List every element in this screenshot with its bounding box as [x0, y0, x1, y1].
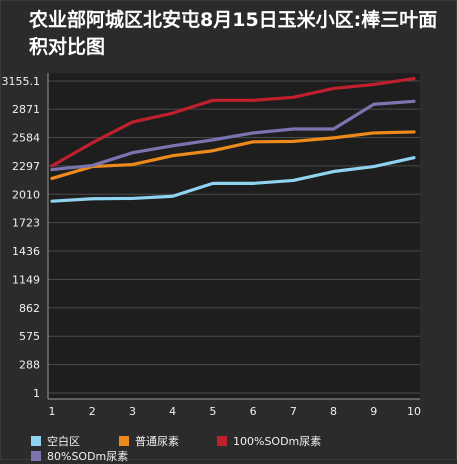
y-tick-label: 1149	[12, 273, 40, 286]
x-tick-label: 2	[89, 405, 96, 418]
legend-item-1: 空白区	[31, 433, 80, 449]
plot-area	[48, 73, 420, 399]
chart-plot: 1288575862114914361723201022972584287131…	[2, 73, 421, 418]
legend-item-3: 100%SODm尿素	[217, 433, 321, 449]
y-tick-label: 288	[19, 359, 40, 372]
series-line-4	[50, 99, 416, 172]
y-tick-label: 1	[33, 387, 40, 400]
chart-title: 农业部阿城区北安屯8月15日玉米小区:棒三叶面积对比图	[29, 9, 438, 58]
y-tick-label: 862	[19, 302, 40, 315]
y-tick-label: 1723	[12, 217, 40, 230]
x-tick-label: 8	[330, 405, 337, 418]
y-tick-label: 2297	[12, 160, 40, 173]
series-line-2	[50, 130, 416, 181]
y-tick-label: 2010	[12, 188, 40, 201]
y-tick-label: 2584	[12, 131, 40, 144]
x-tick-label: 10	[407, 405, 421, 418]
x-tick-label: 9	[370, 405, 377, 418]
y-tick-label: 2871	[12, 103, 40, 116]
legend-swatch	[119, 436, 129, 446]
x-tick-label: 1	[49, 405, 56, 418]
legend-label: 100%SODm尿素	[233, 435, 322, 448]
legend-swatch	[217, 436, 227, 446]
series-line-1	[50, 156, 416, 203]
x-tick-label: 6	[250, 405, 257, 418]
y-tick-label: 575	[19, 330, 40, 343]
axes: 1288575862114914361723201022972584287131…	[2, 73, 421, 418]
x-tick-label: 3	[129, 405, 136, 418]
legend-label: 80%SODm尿素	[47, 450, 129, 463]
series-line-3	[50, 76, 416, 168]
legend-label: 空白区	[47, 435, 80, 448]
x-tick-label: 5	[209, 405, 216, 418]
x-tick-label: 4	[169, 405, 176, 418]
series	[50, 76, 416, 203]
legend-item-4: 80%SODm尿素	[31, 448, 128, 464]
legend-label: 普通尿素	[135, 435, 179, 448]
legend-swatch	[31, 451, 41, 461]
legend-swatch	[31, 436, 41, 446]
legend-item-2: 普通尿素	[119, 433, 179, 449]
y-tick-label: 3155.1	[2, 75, 41, 88]
x-tick-label: 7	[290, 405, 297, 418]
y-tick-label: 1436	[12, 245, 40, 258]
